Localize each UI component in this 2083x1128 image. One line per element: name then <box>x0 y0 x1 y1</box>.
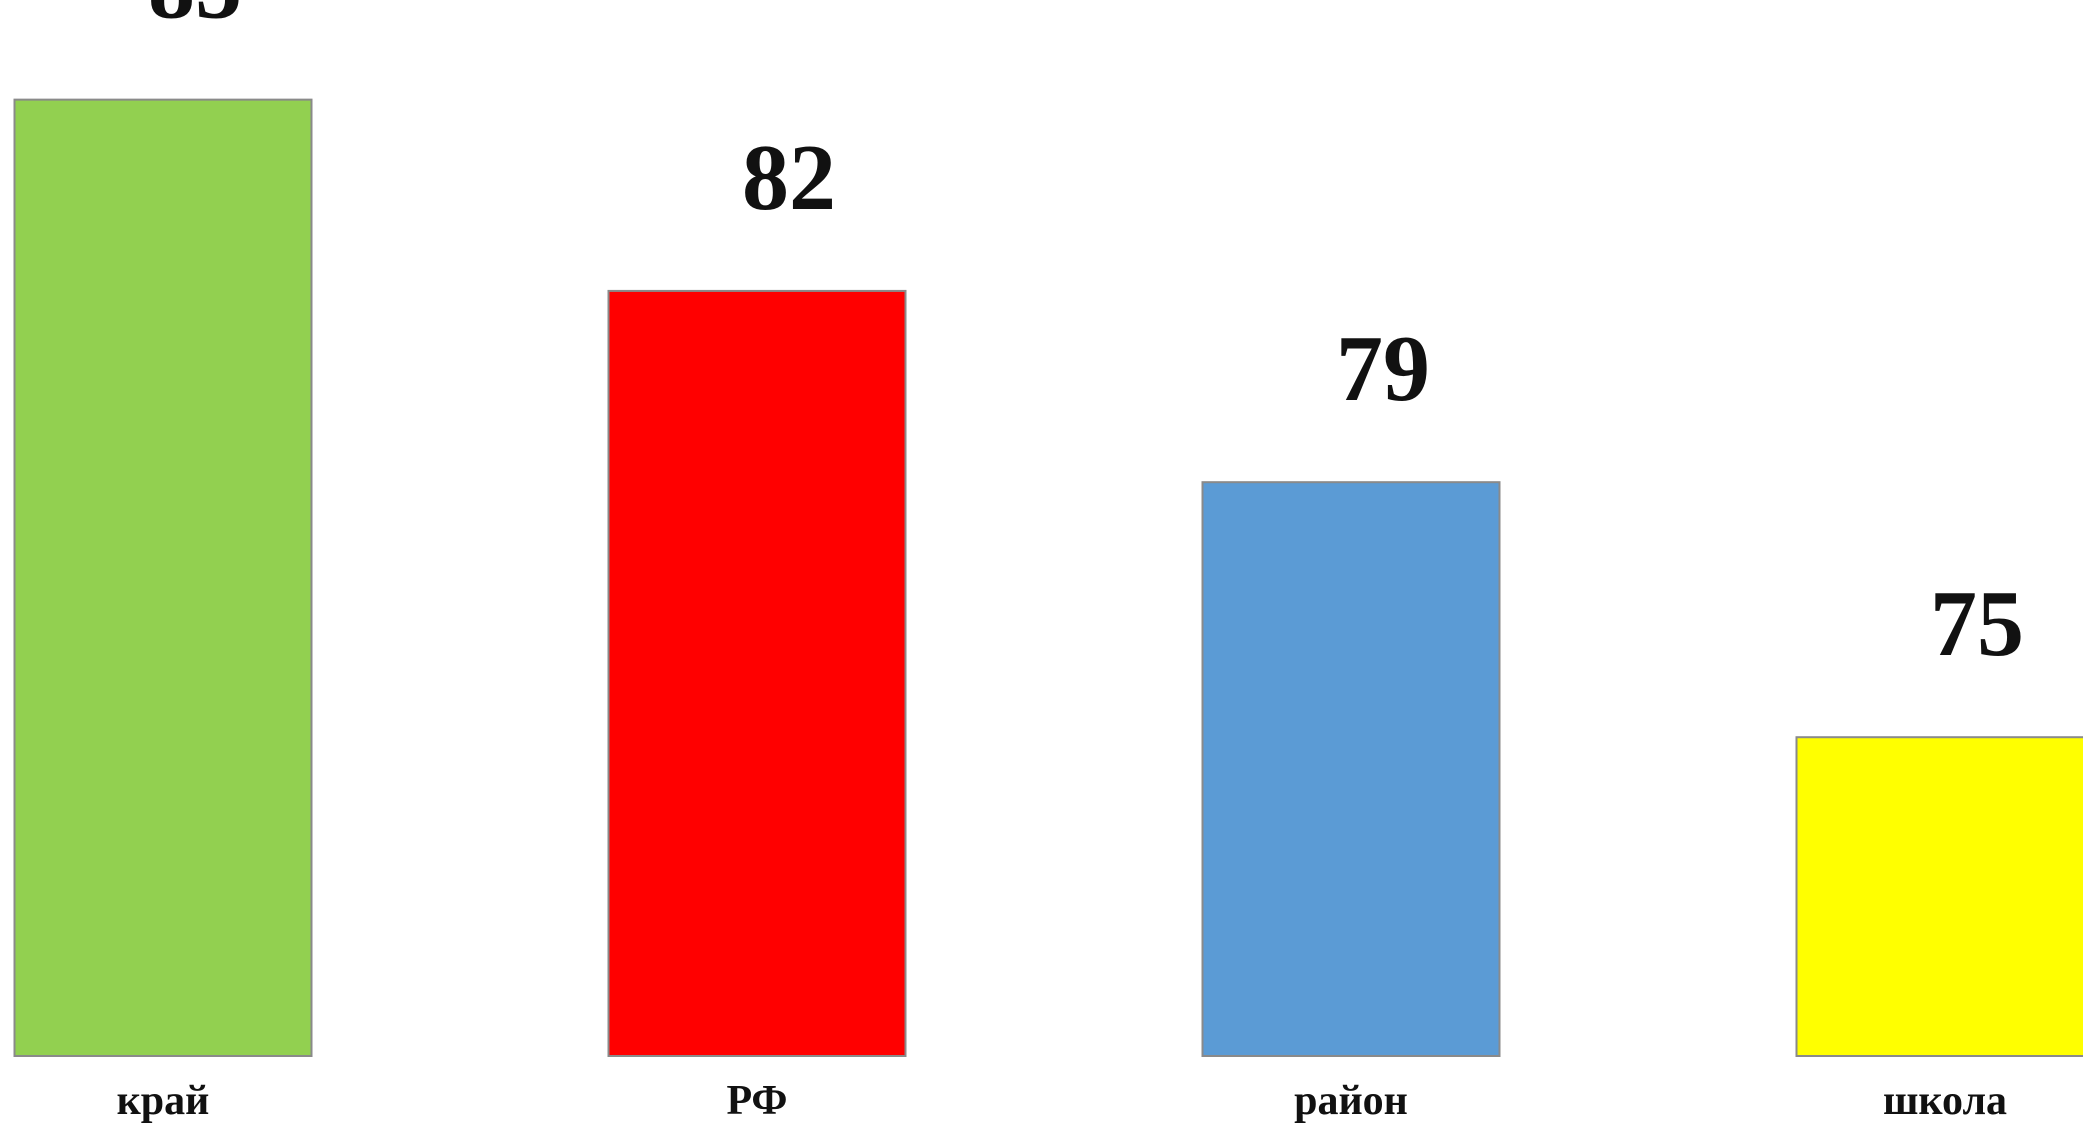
x-tick-label: школа <box>1883 1078 2007 1124</box>
value-label: 75 <box>1930 572 2024 676</box>
bar <box>1795 736 2083 1057</box>
value-label: 85 <box>148 0 242 39</box>
x-tick-label: РФ <box>726 1078 787 1124</box>
bar <box>13 98 313 1058</box>
x-tick-label: край <box>117 1078 210 1124</box>
value-label: 82 <box>742 126 836 230</box>
bar <box>1201 481 1501 1057</box>
bar <box>607 289 907 1057</box>
x-tick-label: район <box>1294 1078 1408 1124</box>
value-label: 79 <box>1336 317 1430 421</box>
